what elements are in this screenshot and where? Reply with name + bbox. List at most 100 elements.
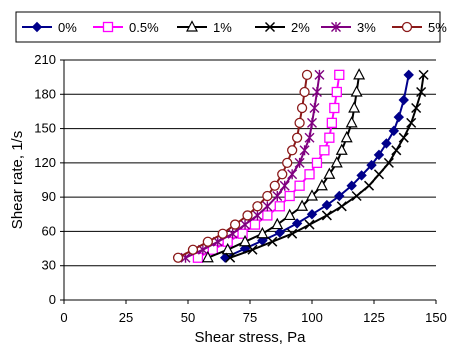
y-tick-label-120: 120 xyxy=(34,155,56,170)
series-1-point-6 xyxy=(274,201,285,212)
legend-label-3: 2% xyxy=(291,20,310,35)
series-4-point-7 xyxy=(272,191,283,201)
y-tick-label-0: 0 xyxy=(49,292,56,307)
legend-label-5: 5% xyxy=(428,20,447,35)
legend-label-0: 0% xyxy=(58,20,77,35)
series-1-point-12 xyxy=(324,132,335,143)
series-5-point-10 xyxy=(282,157,293,169)
series-1-point-13 xyxy=(326,117,337,129)
series-3-point-3 xyxy=(287,228,298,239)
series-3-point-0 xyxy=(225,252,236,263)
series-1-point-5 xyxy=(262,210,273,221)
series-layer xyxy=(172,68,429,263)
series-5-point-12 xyxy=(291,132,303,143)
series-3-point-9 xyxy=(373,169,384,180)
legend-item-4: 3% xyxy=(321,20,376,35)
series-2-point-7 xyxy=(306,189,318,201)
axes xyxy=(60,59,437,304)
series-0-point-13 xyxy=(388,125,400,137)
series-1-point-0 xyxy=(192,252,204,263)
series-4-point-6 xyxy=(262,201,273,212)
series-0-point-15 xyxy=(398,94,409,106)
legend-item-3: 2% xyxy=(255,20,310,35)
legend-label-2: 1% xyxy=(213,20,232,35)
series-5-point-6 xyxy=(252,201,263,212)
series-5-point-0 xyxy=(172,252,184,263)
legend-marker-0 xyxy=(31,21,43,33)
series-0-point-8 xyxy=(346,180,357,191)
series-5-point-15 xyxy=(299,86,310,98)
series-3-point-2 xyxy=(267,236,278,247)
x-tick-label-25: 25 xyxy=(119,310,133,325)
series-4-point-8 xyxy=(279,180,290,191)
series-3-point-8 xyxy=(364,180,375,191)
series-5 xyxy=(172,69,313,263)
legend: 0% 0.5% 1% 2% 3% 5% xyxy=(22,20,447,35)
series-3-point-6 xyxy=(336,201,347,212)
series-5-point-8 xyxy=(269,180,280,191)
legend-item-2: 1% xyxy=(177,20,232,35)
series-5-point-9 xyxy=(277,169,288,180)
series-0-point-12 xyxy=(381,138,392,149)
legend-marker-2 xyxy=(186,20,198,32)
legend-marker-5 xyxy=(401,21,413,33)
series-5-point-11 xyxy=(287,145,298,156)
series-2-point-2 xyxy=(239,234,252,247)
series-0-point-16 xyxy=(403,69,414,81)
series-3-point-10 xyxy=(383,157,394,168)
series-5-point-2 xyxy=(202,236,213,247)
series-3-point-4 xyxy=(304,219,315,230)
series-1-point-16 xyxy=(334,69,345,81)
series-2-point-11 xyxy=(335,143,348,155)
series-2-point-15 xyxy=(350,85,363,97)
legend-item-0: 0% xyxy=(22,20,77,35)
y-tick-label-180: 180 xyxy=(34,86,56,101)
series-3-point-16 xyxy=(418,69,429,80)
y-tick-label-60: 60 xyxy=(42,223,56,238)
series-2-point-8 xyxy=(315,178,328,191)
series-5-point-5 xyxy=(242,210,253,221)
series-1-point-9 xyxy=(304,169,315,180)
series-0-point-3 xyxy=(274,227,285,238)
series-5-point-1 xyxy=(187,244,199,255)
series-3-point-14 xyxy=(411,102,422,114)
y-tick-label-30: 30 xyxy=(42,258,56,273)
series-2-point-9 xyxy=(323,167,336,179)
x-tick-label-0: 0 xyxy=(60,310,67,325)
series-4-point-4 xyxy=(240,219,251,230)
series-2-point-4 xyxy=(271,217,284,230)
x-tick-label-50: 50 xyxy=(181,310,195,325)
legend-marker-3 xyxy=(264,21,276,33)
series-4-point-5 xyxy=(252,210,263,221)
series-1-point-11 xyxy=(319,145,330,156)
series-1-point-3 xyxy=(237,228,248,239)
legend-item-1: 0.5% xyxy=(93,20,159,35)
series-2-point-6 xyxy=(296,199,309,211)
legend-item-5: 5% xyxy=(392,20,447,35)
series-1-point-8 xyxy=(294,180,305,191)
legend-marker-4 xyxy=(331,22,341,32)
series-4-point-13 xyxy=(307,117,317,128)
series-4-point-10 xyxy=(294,157,305,168)
series-1-point-14 xyxy=(329,102,340,114)
series-5-point-16 xyxy=(301,69,313,81)
series-1-point-7 xyxy=(284,190,295,202)
series-2-point-5 xyxy=(283,208,296,221)
legend-label-4: 3% xyxy=(357,20,376,35)
y-tick-label-90: 90 xyxy=(42,189,56,204)
series-3-point-12 xyxy=(398,132,409,143)
series-2-point-0 xyxy=(201,250,214,263)
series-3-point-5 xyxy=(321,210,332,221)
gridlines xyxy=(64,59,436,267)
series-0-point-6 xyxy=(321,199,333,211)
series-5-point-14 xyxy=(296,102,308,114)
series-1 xyxy=(192,69,345,263)
series-4-point-12 xyxy=(304,132,315,143)
x-tick-label-125: 125 xyxy=(363,310,385,325)
series-4-point-14 xyxy=(309,103,320,113)
series-0 xyxy=(219,69,414,263)
series-3-point-13 xyxy=(406,117,417,128)
series-4-point-9 xyxy=(287,169,298,180)
series-2-point-12 xyxy=(340,130,353,143)
